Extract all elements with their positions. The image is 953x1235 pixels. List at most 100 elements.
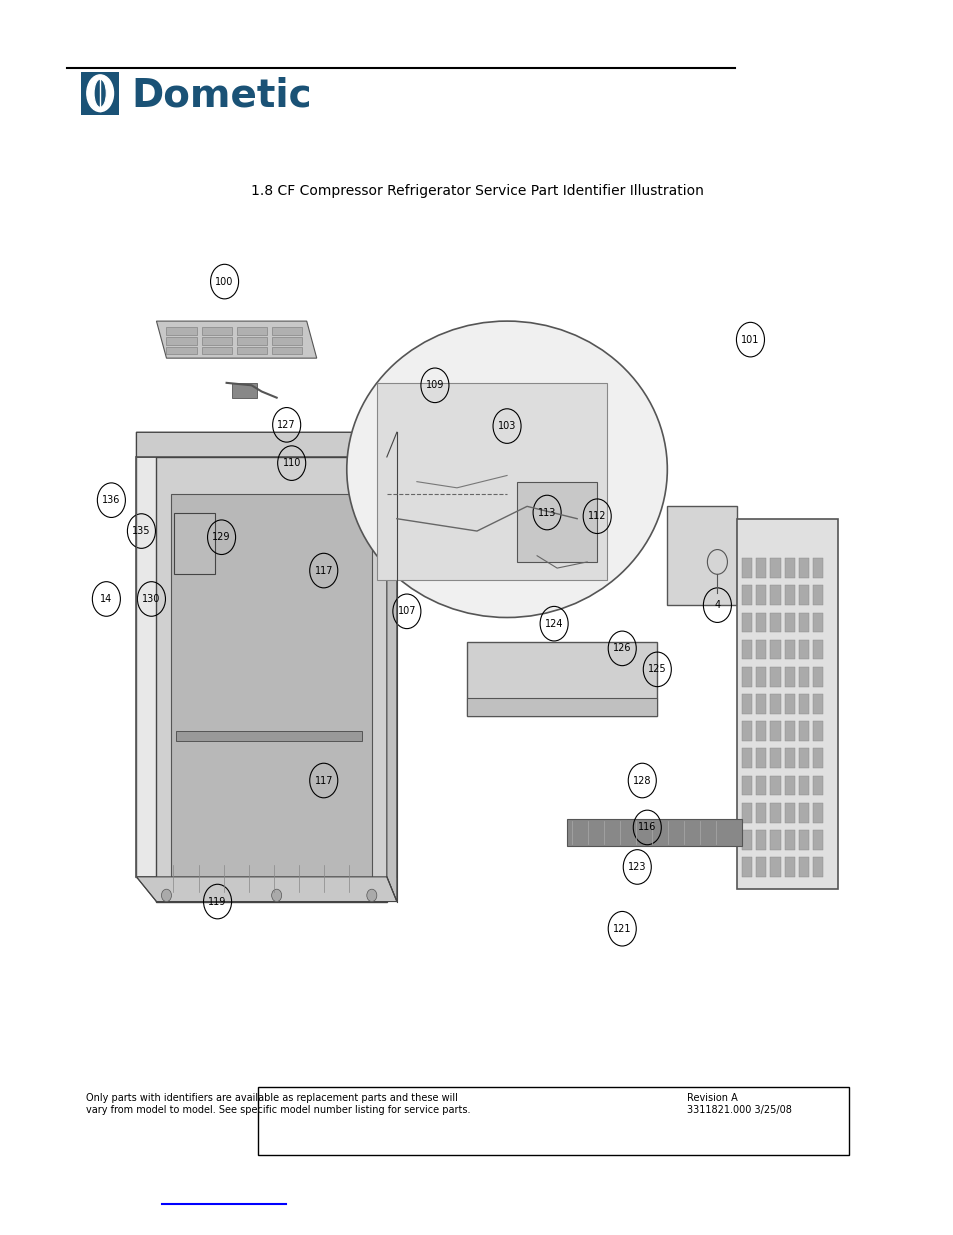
FancyBboxPatch shape: [812, 667, 821, 687]
FancyBboxPatch shape: [376, 383, 607, 580]
FancyBboxPatch shape: [798, 776, 808, 795]
FancyBboxPatch shape: [812, 613, 821, 632]
Text: Revision A
3311821.000 3/25/08: Revision A 3311821.000 3/25/08: [686, 1093, 791, 1114]
Text: 119: 119: [208, 897, 227, 906]
FancyBboxPatch shape: [812, 721, 821, 741]
FancyBboxPatch shape: [236, 337, 266, 345]
FancyBboxPatch shape: [783, 748, 794, 768]
FancyBboxPatch shape: [812, 558, 821, 578]
Text: 4: 4: [714, 600, 720, 610]
FancyBboxPatch shape: [517, 482, 597, 562]
FancyBboxPatch shape: [666, 506, 737, 605]
Text: 14: 14: [100, 594, 112, 604]
FancyBboxPatch shape: [756, 694, 765, 714]
FancyBboxPatch shape: [741, 721, 752, 741]
FancyBboxPatch shape: [770, 721, 780, 741]
FancyBboxPatch shape: [798, 857, 808, 877]
FancyBboxPatch shape: [166, 347, 196, 354]
Text: 117: 117: [314, 776, 333, 785]
FancyBboxPatch shape: [741, 640, 752, 659]
FancyBboxPatch shape: [812, 640, 821, 659]
Text: 116: 116: [638, 823, 656, 832]
FancyBboxPatch shape: [770, 585, 780, 605]
Text: 123: 123: [627, 862, 646, 872]
Text: 125: 125: [647, 664, 666, 674]
Text: 128: 128: [633, 776, 651, 785]
FancyBboxPatch shape: [783, 558, 794, 578]
Polygon shape: [386, 432, 396, 902]
FancyBboxPatch shape: [166, 337, 196, 345]
FancyBboxPatch shape: [812, 803, 821, 823]
FancyBboxPatch shape: [812, 585, 821, 605]
FancyBboxPatch shape: [756, 721, 765, 741]
Text: 1.8 CF Compressor Refrigerator Service Part Identifier Illustration: 1.8 CF Compressor Refrigerator Service P…: [251, 184, 702, 199]
FancyBboxPatch shape: [232, 383, 256, 398]
FancyBboxPatch shape: [783, 613, 794, 632]
FancyBboxPatch shape: [783, 640, 794, 659]
FancyBboxPatch shape: [756, 667, 765, 687]
FancyBboxPatch shape: [136, 457, 396, 877]
FancyBboxPatch shape: [798, 830, 808, 850]
FancyBboxPatch shape: [783, 585, 794, 605]
FancyBboxPatch shape: [756, 830, 765, 850]
Text: 110: 110: [282, 458, 300, 468]
FancyBboxPatch shape: [783, 803, 794, 823]
Text: 117: 117: [314, 566, 333, 576]
FancyBboxPatch shape: [770, 613, 780, 632]
Circle shape: [161, 889, 172, 902]
FancyBboxPatch shape: [201, 347, 232, 354]
FancyBboxPatch shape: [741, 803, 752, 823]
Text: 124: 124: [544, 619, 563, 629]
FancyBboxPatch shape: [783, 694, 794, 714]
FancyBboxPatch shape: [741, 585, 752, 605]
Text: 109: 109: [425, 380, 444, 390]
FancyBboxPatch shape: [770, 857, 780, 877]
Text: 100: 100: [215, 277, 233, 287]
FancyBboxPatch shape: [770, 558, 780, 578]
FancyBboxPatch shape: [174, 513, 214, 574]
FancyBboxPatch shape: [741, 748, 752, 768]
Text: 129: 129: [213, 532, 231, 542]
Text: 126: 126: [613, 643, 631, 653]
Text: 103: 103: [497, 421, 516, 431]
FancyBboxPatch shape: [272, 337, 301, 345]
FancyBboxPatch shape: [156, 457, 386, 902]
Ellipse shape: [87, 75, 113, 111]
FancyBboxPatch shape: [770, 694, 780, 714]
FancyBboxPatch shape: [756, 748, 765, 768]
FancyBboxPatch shape: [566, 819, 741, 846]
FancyBboxPatch shape: [756, 613, 765, 632]
FancyBboxPatch shape: [236, 327, 266, 335]
FancyBboxPatch shape: [783, 857, 794, 877]
FancyBboxPatch shape: [272, 327, 301, 335]
FancyBboxPatch shape: [798, 667, 808, 687]
FancyBboxPatch shape: [798, 585, 808, 605]
FancyBboxPatch shape: [798, 721, 808, 741]
FancyBboxPatch shape: [798, 558, 808, 578]
FancyBboxPatch shape: [741, 613, 752, 632]
Text: 101: 101: [740, 335, 759, 345]
Text: 130: 130: [142, 594, 160, 604]
FancyBboxPatch shape: [798, 694, 808, 714]
Polygon shape: [156, 321, 316, 358]
FancyBboxPatch shape: [741, 776, 752, 795]
Text: 136: 136: [102, 495, 120, 505]
FancyBboxPatch shape: [201, 337, 232, 345]
Text: 121: 121: [613, 924, 631, 934]
Text: Dometic: Dometic: [132, 77, 312, 114]
Polygon shape: [136, 432, 396, 457]
FancyBboxPatch shape: [756, 776, 765, 795]
FancyBboxPatch shape: [783, 667, 794, 687]
FancyBboxPatch shape: [756, 857, 765, 877]
FancyBboxPatch shape: [737, 519, 837, 889]
FancyBboxPatch shape: [741, 667, 752, 687]
FancyBboxPatch shape: [783, 776, 794, 795]
FancyBboxPatch shape: [798, 613, 808, 632]
FancyBboxPatch shape: [741, 857, 752, 877]
FancyBboxPatch shape: [257, 1087, 848, 1155]
FancyBboxPatch shape: [272, 347, 301, 354]
Text: 107: 107: [397, 606, 416, 616]
FancyBboxPatch shape: [756, 585, 765, 605]
Polygon shape: [136, 877, 396, 902]
FancyBboxPatch shape: [756, 640, 765, 659]
